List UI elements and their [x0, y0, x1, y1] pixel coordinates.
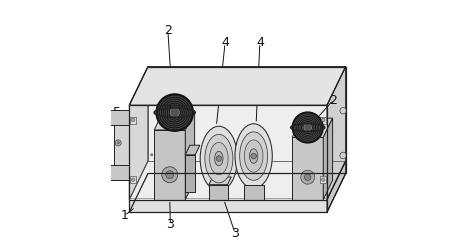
Circle shape: [115, 140, 121, 146]
Ellipse shape: [156, 94, 193, 131]
Circle shape: [150, 154, 153, 156]
Ellipse shape: [205, 134, 233, 183]
Ellipse shape: [292, 112, 323, 143]
Ellipse shape: [244, 140, 263, 172]
Polygon shape: [327, 66, 345, 200]
Polygon shape: [209, 185, 227, 200]
Circle shape: [340, 152, 346, 159]
Polygon shape: [110, 110, 129, 125]
Text: 1: 1: [120, 209, 128, 222]
Text: 3: 3: [166, 218, 174, 231]
Text: 4: 4: [256, 36, 264, 50]
Polygon shape: [129, 66, 148, 200]
Circle shape: [321, 178, 325, 182]
Polygon shape: [114, 110, 129, 180]
Polygon shape: [292, 138, 323, 200]
Circle shape: [251, 153, 257, 159]
Ellipse shape: [215, 151, 223, 166]
Polygon shape: [154, 111, 195, 130]
Circle shape: [166, 171, 174, 179]
Text: 4: 4: [221, 36, 229, 50]
Ellipse shape: [304, 124, 312, 131]
Polygon shape: [244, 185, 264, 200]
Circle shape: [216, 156, 222, 161]
Ellipse shape: [170, 108, 180, 117]
Circle shape: [305, 174, 311, 180]
Polygon shape: [327, 161, 345, 212]
Polygon shape: [185, 111, 195, 200]
Polygon shape: [130, 176, 136, 183]
Text: 2: 2: [164, 24, 172, 37]
Polygon shape: [129, 200, 327, 212]
Polygon shape: [320, 176, 326, 183]
Polygon shape: [154, 130, 185, 200]
Polygon shape: [323, 118, 333, 200]
Ellipse shape: [210, 142, 228, 175]
Text: 2: 2: [329, 94, 337, 107]
Polygon shape: [129, 174, 345, 212]
Circle shape: [162, 167, 178, 183]
Text: 5: 5: [113, 106, 121, 119]
Polygon shape: [130, 116, 136, 123]
Circle shape: [321, 118, 325, 122]
Polygon shape: [185, 145, 200, 155]
Circle shape: [301, 170, 315, 184]
Polygon shape: [320, 116, 326, 123]
Polygon shape: [185, 155, 195, 192]
Polygon shape: [209, 177, 231, 185]
Text: 3: 3: [231, 227, 239, 240]
Ellipse shape: [250, 149, 258, 163]
Ellipse shape: [240, 132, 267, 180]
Polygon shape: [110, 165, 129, 180]
Ellipse shape: [200, 126, 237, 191]
Polygon shape: [292, 118, 333, 138]
Circle shape: [131, 178, 135, 182]
Circle shape: [131, 118, 135, 122]
Ellipse shape: [235, 124, 272, 188]
Circle shape: [117, 142, 119, 144]
Polygon shape: [129, 105, 327, 200]
Polygon shape: [129, 66, 345, 105]
Circle shape: [340, 108, 346, 114]
